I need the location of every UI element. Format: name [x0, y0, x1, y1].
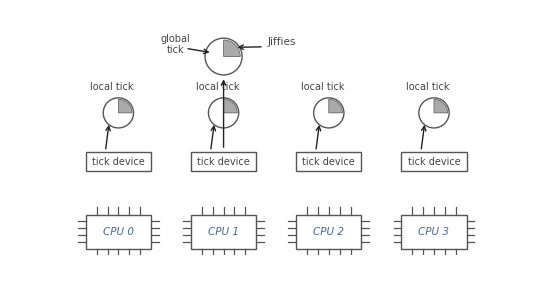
Text: local tick: local tick — [301, 82, 344, 92]
Text: local tick: local tick — [91, 82, 134, 92]
Bar — [191, 215, 256, 249]
Bar — [401, 215, 466, 249]
Wedge shape — [118, 99, 132, 113]
Text: CPU 1: CPU 1 — [208, 227, 239, 237]
Text: Jiffies: Jiffies — [268, 37, 296, 47]
Text: local tick: local tick — [195, 82, 239, 92]
Bar — [191, 152, 256, 171]
Bar — [296, 152, 362, 171]
Text: global
tick: global tick — [160, 34, 190, 55]
Text: local tick: local tick — [406, 82, 450, 92]
Text: tick device: tick device — [197, 156, 250, 166]
Bar — [296, 215, 362, 249]
Circle shape — [419, 98, 449, 128]
Circle shape — [103, 98, 134, 128]
Wedge shape — [224, 40, 240, 57]
Text: CPU 2: CPU 2 — [313, 227, 344, 237]
Text: tick device: tick device — [302, 156, 355, 166]
Circle shape — [314, 98, 344, 128]
Wedge shape — [434, 99, 447, 113]
Bar — [86, 152, 151, 171]
Circle shape — [205, 38, 242, 75]
Text: tick device: tick device — [408, 156, 460, 166]
Bar — [86, 215, 151, 249]
Wedge shape — [329, 99, 343, 113]
Text: tick device: tick device — [92, 156, 145, 166]
Text: CPU 0: CPU 0 — [103, 227, 134, 237]
Wedge shape — [224, 99, 237, 113]
Circle shape — [209, 98, 239, 128]
Text: CPU 3: CPU 3 — [419, 227, 450, 237]
Bar — [401, 152, 466, 171]
